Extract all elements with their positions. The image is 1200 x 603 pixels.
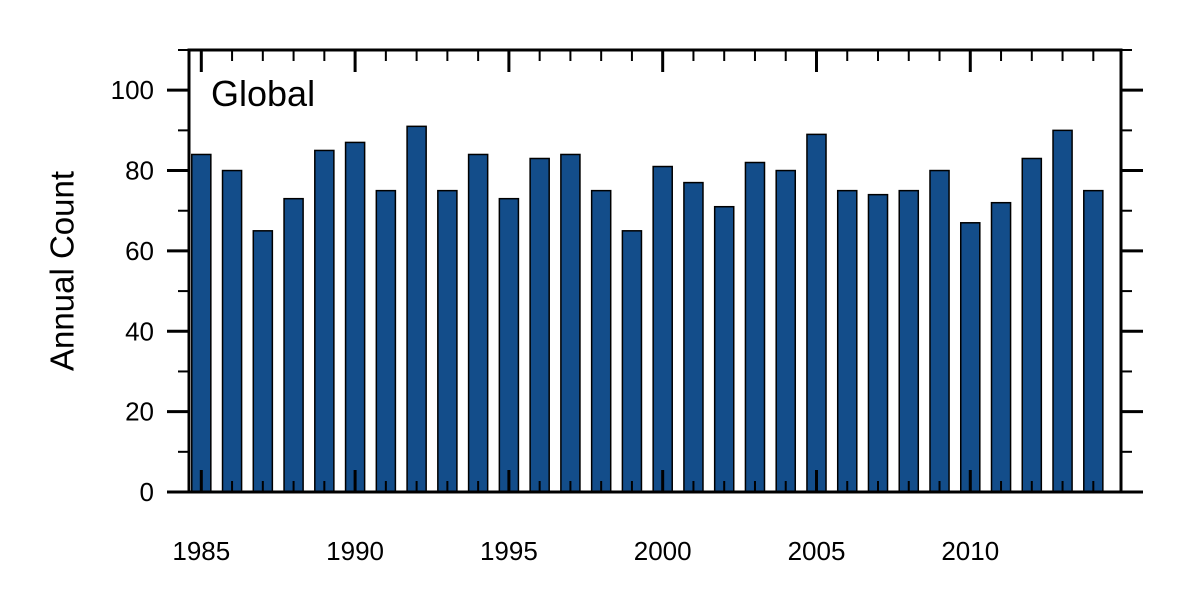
bar-2011 — [990, 201, 1012, 493]
bar-2004 — [775, 169, 797, 493]
bar-1995 — [498, 197, 520, 493]
bar-2000 — [652, 165, 673, 493]
bar-1987 — [252, 230, 274, 493]
bar-2003 — [744, 161, 766, 493]
tick-labels-group: 1985 1990 1995 2000 2005 2010 0 20 40 60 80 100 — [111, 75, 1000, 566]
bar-1999 — [621, 230, 643, 493]
y-tick-label-60: 60 — [125, 236, 154, 266]
bars-group — [191, 125, 1104, 493]
bar-1992 — [406, 125, 427, 493]
bar-2001 — [683, 181, 704, 493]
y-tick-label-40: 40 — [125, 316, 154, 346]
bar-2008 — [898, 189, 920, 493]
bar-2009 — [929, 169, 950, 493]
y-tick-label-100: 100 — [111, 75, 154, 105]
bar-2013 — [1052, 129, 1073, 493]
x-tick-label-2010: 2010 — [941, 536, 999, 566]
bar-1989 — [314, 149, 335, 493]
bar-2006 — [836, 189, 858, 493]
chart-title: Global — [211, 73, 315, 114]
y-tick-label-20: 20 — [125, 397, 154, 427]
bar-2002 — [713, 205, 735, 493]
bar-1993 — [437, 189, 458, 493]
bar-2014 — [1083, 189, 1104, 493]
bar-2010 — [959, 222, 981, 493]
bar-2005 — [806, 133, 827, 493]
bar-1998 — [590, 189, 612, 493]
bar-1997 — [560, 153, 581, 493]
bar-1994 — [467, 153, 489, 493]
x-tick-label-1985: 1985 — [172, 536, 230, 566]
bar-2007 — [867, 193, 889, 493]
bar-1996 — [529, 157, 550, 493]
y-axis-label: Annual Count — [44, 171, 81, 371]
bar-2012 — [1021, 157, 1043, 493]
bar-1988 — [283, 197, 304, 493]
y-tick-label-80: 80 — [125, 156, 154, 186]
x-tick-label-2000: 2000 — [634, 536, 692, 566]
bar-1985 — [191, 153, 212, 493]
bar-1986 — [221, 169, 243, 493]
bar-1991 — [375, 189, 397, 493]
x-tick-label-1995: 1995 — [480, 536, 538, 566]
y-tick-label-0: 0 — [140, 477, 154, 507]
x-tick-label-1990: 1990 — [326, 536, 384, 566]
ticks-group — [167, 49, 1143, 494]
bar-1990 — [344, 141, 366, 493]
plot-frame — [187, 48, 1123, 494]
x-tick-label-2005: 2005 — [788, 536, 846, 566]
